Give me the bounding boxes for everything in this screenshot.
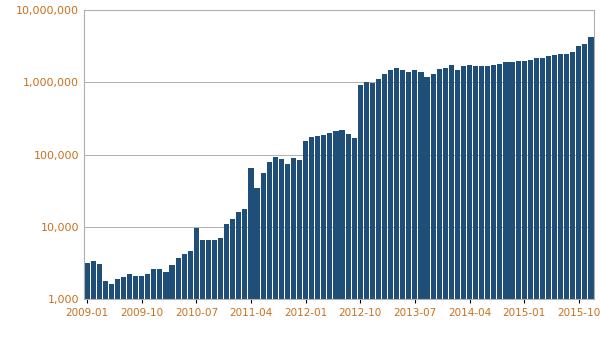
Bar — [424, 77, 430, 340]
Bar — [145, 274, 151, 340]
Bar — [400, 70, 406, 340]
Bar — [418, 72, 424, 340]
Bar — [103, 281, 108, 340]
Bar — [497, 64, 502, 340]
Bar — [163, 272, 169, 340]
Bar — [346, 134, 350, 340]
Bar — [412, 70, 418, 340]
Bar — [540, 58, 545, 340]
Bar — [272, 157, 278, 340]
Bar — [334, 132, 338, 340]
Bar — [546, 56, 551, 340]
Bar — [358, 85, 363, 340]
Bar — [503, 62, 509, 340]
Bar — [328, 133, 332, 340]
Bar — [352, 138, 357, 340]
Bar — [115, 279, 120, 340]
Bar — [285, 164, 290, 340]
Bar — [121, 277, 126, 340]
Bar — [127, 274, 132, 340]
Bar — [200, 240, 205, 340]
Bar — [291, 158, 296, 340]
Bar — [406, 72, 412, 340]
Bar — [467, 65, 472, 340]
Bar — [97, 264, 102, 340]
Bar — [515, 61, 521, 340]
Bar — [297, 160, 302, 340]
Bar — [248, 168, 254, 340]
Bar — [509, 62, 515, 340]
Bar — [279, 159, 284, 340]
Bar — [266, 162, 272, 340]
Bar — [254, 188, 260, 340]
Bar — [449, 65, 454, 340]
Bar — [309, 137, 314, 340]
Bar — [321, 135, 326, 340]
Bar — [133, 276, 138, 340]
Bar — [437, 69, 442, 340]
Bar — [552, 55, 557, 340]
Bar — [455, 70, 460, 340]
Bar — [364, 82, 369, 340]
Bar — [382, 74, 387, 340]
Bar — [303, 141, 308, 340]
Bar — [461, 66, 466, 340]
Bar — [394, 68, 399, 340]
Bar — [85, 263, 89, 340]
Bar — [139, 276, 144, 340]
Bar — [224, 224, 229, 340]
Bar — [194, 228, 199, 340]
Bar — [151, 269, 157, 340]
Bar — [230, 219, 235, 340]
Bar — [558, 54, 563, 340]
Bar — [212, 239, 217, 340]
Bar — [236, 212, 241, 340]
Bar — [431, 74, 436, 340]
Bar — [315, 136, 320, 340]
Bar — [157, 269, 163, 340]
Bar — [570, 52, 575, 340]
Bar — [370, 83, 375, 340]
Bar — [491, 65, 496, 340]
Bar — [521, 62, 527, 340]
Bar — [182, 254, 187, 340]
Bar — [218, 238, 223, 340]
Bar — [527, 60, 533, 340]
Bar — [576, 46, 581, 340]
Bar — [473, 66, 478, 340]
Bar — [188, 251, 193, 340]
Bar — [260, 173, 266, 340]
Bar — [376, 80, 381, 340]
Bar — [589, 37, 593, 340]
Bar — [91, 261, 95, 340]
Bar — [534, 58, 539, 340]
Bar — [176, 258, 181, 340]
Bar — [340, 130, 344, 340]
Bar — [583, 44, 587, 340]
Bar — [479, 66, 484, 340]
Bar — [206, 240, 211, 340]
Bar — [169, 265, 175, 340]
Bar — [443, 68, 448, 340]
Bar — [485, 66, 490, 340]
Bar — [564, 54, 569, 340]
Bar — [109, 285, 114, 340]
Bar — [242, 208, 247, 340]
Bar — [388, 70, 393, 340]
